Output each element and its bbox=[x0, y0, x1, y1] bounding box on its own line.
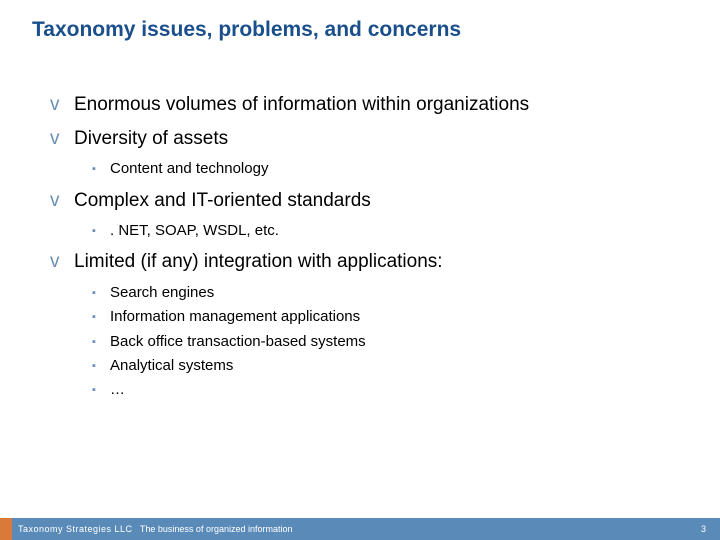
footer-tagline: The business of organized information bbox=[140, 524, 293, 534]
list-item: v Complex and IT-oriented standards bbox=[50, 188, 700, 214]
sub-item-text: Back office transaction-based systems bbox=[110, 332, 366, 352]
sub-list-item: ▪ Information management applications bbox=[92, 307, 700, 327]
footer-bar: Taxonomy Strategies LLC The business of … bbox=[0, 518, 720, 540]
sub-item-text: . NET, SOAP, WSDL, etc. bbox=[110, 221, 279, 241]
page-number: 3 bbox=[701, 524, 720, 534]
slide-title: Taxonomy issues, problems, and concerns bbox=[0, 0, 720, 42]
list-item: v Diversity of assets bbox=[50, 126, 700, 152]
list-item: v Enormous volumes of information within… bbox=[50, 92, 700, 118]
footer-company: Taxonomy Strategies LLC bbox=[18, 524, 133, 534]
sub-list-item: ▪ . NET, SOAP, WSDL, etc. bbox=[92, 221, 700, 241]
bullet-v-icon: v bbox=[50, 92, 74, 118]
sub-list-item: ▪ Search engines bbox=[92, 283, 700, 303]
bullet-v-icon: v bbox=[50, 126, 74, 152]
sub-item-text: Search engines bbox=[110, 283, 214, 303]
item-text: Enormous volumes of information within o… bbox=[74, 92, 529, 118]
item-text: Diversity of assets bbox=[74, 126, 228, 152]
bullet-v-icon: v bbox=[50, 188, 74, 214]
sub-item-text: … bbox=[110, 380, 125, 400]
sub-list-item: ▪ … bbox=[92, 380, 700, 400]
item-text: Complex and IT-oriented standards bbox=[74, 188, 371, 214]
sub-list-item: ▪ Analytical systems bbox=[92, 356, 700, 376]
bullet-square-icon: ▪ bbox=[92, 159, 110, 179]
bullet-square-icon: ▪ bbox=[92, 380, 110, 400]
list-item: v Limited (if any) integration with appl… bbox=[50, 249, 700, 275]
bullet-square-icon: ▪ bbox=[92, 221, 110, 241]
bullet-v-icon: v bbox=[50, 249, 74, 275]
sub-list-item: ▪ Content and technology bbox=[92, 159, 700, 179]
bullet-square-icon: ▪ bbox=[92, 307, 110, 327]
bullet-square-icon: ▪ bbox=[92, 283, 110, 303]
bullet-square-icon: ▪ bbox=[92, 332, 110, 352]
sub-item-text: Information management applications bbox=[110, 307, 360, 327]
bullet-square-icon: ▪ bbox=[92, 356, 110, 376]
footer-text: Taxonomy Strategies LLC The business of … bbox=[18, 524, 701, 534]
sub-item-text: Analytical systems bbox=[110, 356, 233, 376]
sub-item-text: Content and technology bbox=[110, 159, 268, 179]
sub-list-item: ▪ Back office transaction-based systems bbox=[92, 332, 700, 352]
content-area: v Enormous volumes of information within… bbox=[0, 42, 720, 400]
item-text: Limited (if any) integration with applic… bbox=[74, 249, 443, 275]
footer-accent-icon bbox=[0, 518, 12, 540]
